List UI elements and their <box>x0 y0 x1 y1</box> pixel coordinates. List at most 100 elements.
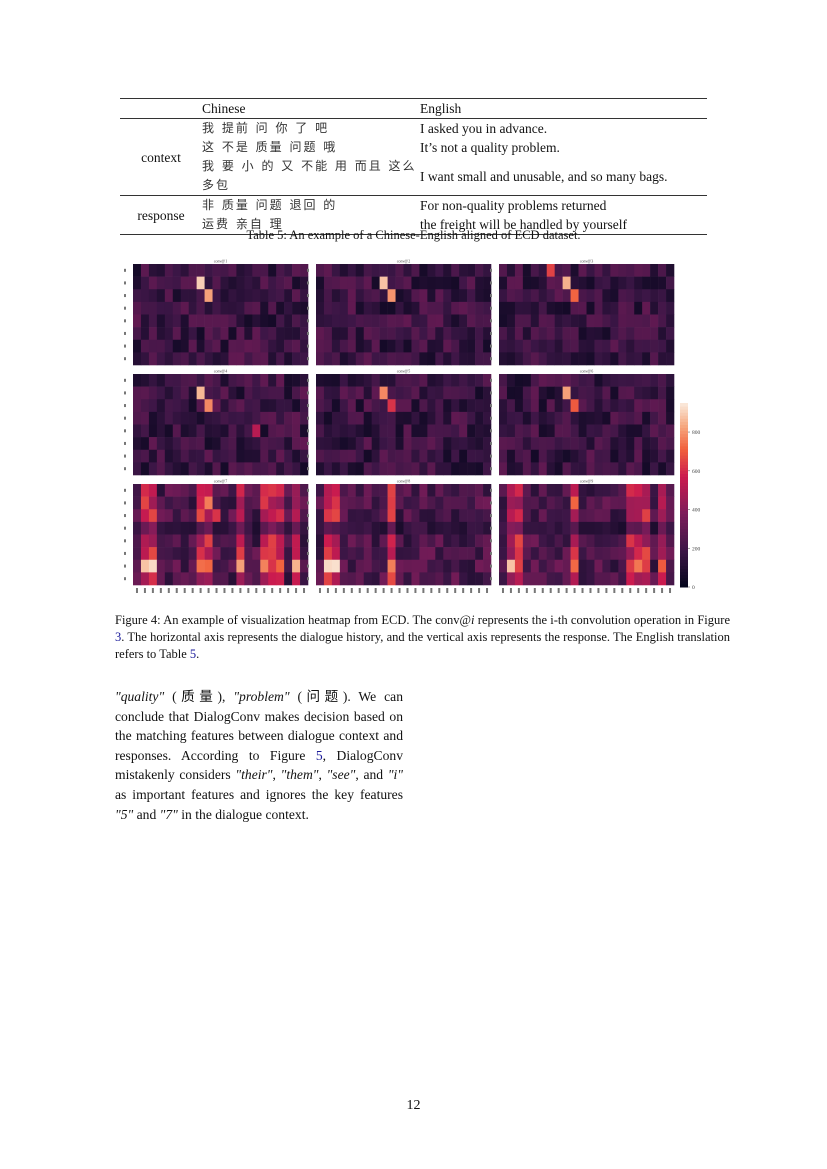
heatmap-cell <box>292 559 301 573</box>
heatmap-cell <box>570 327 579 341</box>
heatmap-cell <box>164 301 174 315</box>
heatmap-cell <box>316 301 325 315</box>
heatmap-cell <box>228 399 237 413</box>
heatmap-cell <box>228 509 237 523</box>
heatmap-cell <box>355 314 365 328</box>
heatmap-cell <box>379 352 388 366</box>
heatmap-cell <box>427 496 436 510</box>
col-tick-label <box>422 588 425 593</box>
heatmap-cell <box>443 352 452 366</box>
heatmap-cell <box>196 437 205 451</box>
heatmap-cell <box>642 411 651 425</box>
heatmap-cell <box>339 496 349 510</box>
heatmap-cell <box>522 327 532 341</box>
heatmap-cell <box>363 559 372 573</box>
q: "their" <box>235 767 273 783</box>
heatmap-cell <box>300 437 309 451</box>
heatmap-cell <box>610 484 619 497</box>
heatmap-cell <box>220 327 229 341</box>
heatmap-cell <box>514 327 524 341</box>
heatmap-cell <box>156 572 166 586</box>
colorbar-segment <box>680 580 688 585</box>
heatmap-cell <box>164 547 174 561</box>
colorbar-segment <box>680 577 688 582</box>
heatmap-cell <box>459 534 468 548</box>
row-tick-label <box>124 378 126 382</box>
heatmap-cell <box>260 484 269 497</box>
heatmap-cell <box>658 424 667 438</box>
heatmap-cell <box>339 289 349 303</box>
heatmap-cell <box>164 352 174 366</box>
heatmap-cell <box>634 339 643 353</box>
heatmap-cell <box>180 399 189 413</box>
colorbar-segment <box>680 476 688 481</box>
col-tick-label <box>501 588 504 593</box>
heatmap-cell <box>578 534 587 548</box>
colorbar-segment <box>680 403 688 407</box>
row-tick-label <box>490 391 492 395</box>
heatmap-cell <box>347 462 357 476</box>
heatmap-cell <box>371 289 380 303</box>
heatmap-cell <box>371 327 380 341</box>
heatmap-cell <box>172 437 182 451</box>
heatmap-cell <box>578 289 587 303</box>
row-label-response: response <box>137 207 185 223</box>
heatmap-cell <box>363 496 372 510</box>
heatmap-cell <box>133 301 142 315</box>
heatmap-cell <box>355 509 365 523</box>
figure-ref-link[interactable]: 3 <box>115 630 122 644</box>
heatmap-cell <box>522 462 532 476</box>
heatmap-cell <box>244 547 253 561</box>
heatmap-cell <box>634 484 643 497</box>
colorbar-segment <box>680 461 688 465</box>
heatmap-cell <box>586 374 595 387</box>
heatmap-cell <box>339 386 349 400</box>
heatmap-cell <box>339 339 349 353</box>
colorbar-segment <box>680 510 688 514</box>
heatmap-cell <box>140 484 150 497</box>
heatmap-cell <box>610 399 619 413</box>
heatmap-cell <box>300 521 309 535</box>
figure-ref-link[interactable]: 5 <box>315 747 323 763</box>
heatmap-cell <box>610 462 619 476</box>
heatmap-cell <box>204 352 213 366</box>
heatmap-cell <box>427 352 436 366</box>
heatmap-cell <box>196 411 205 425</box>
figure-caption: Figure 4: An example of visualization he… <box>115 612 730 663</box>
heatmap-cell <box>419 462 428 476</box>
heatmap-cell <box>594 496 603 510</box>
heatmap-cell <box>244 264 253 277</box>
heatmap-cell <box>451 572 460 586</box>
heatmap-cell <box>180 301 189 315</box>
heatmap-cell <box>268 386 277 400</box>
table-ref-link[interactable]: 5 <box>189 647 197 661</box>
heatmap-cell <box>268 547 277 561</box>
heatmap-cell <box>483 534 492 548</box>
heatmap-cell <box>483 547 492 561</box>
heatmap-cell <box>475 509 484 523</box>
heatmap-cell <box>443 462 452 476</box>
heatmap-cell <box>371 462 380 476</box>
heatmap-cell <box>156 496 166 510</box>
heatmap-cell <box>459 289 468 303</box>
row-tick-label <box>490 331 492 335</box>
heatmap-cell <box>316 484 325 497</box>
heatmap-cell <box>355 534 365 548</box>
heatmap-cell <box>634 559 643 573</box>
cell-zh: 这 不是 质量 问题 哦 <box>202 140 338 154</box>
heatmap-cell <box>347 521 357 535</box>
row-tick-label <box>124 577 126 581</box>
heatmap-cell <box>260 411 269 425</box>
heatmap-cell <box>530 424 540 438</box>
heatmap-cell <box>427 411 436 425</box>
heatmap-cell <box>435 352 444 366</box>
heatmap-cell <box>594 352 603 366</box>
heatmap-cell <box>586 462 595 476</box>
heatmap-cell <box>467 534 476 548</box>
heatmap-cell <box>379 462 388 476</box>
heatmap-cell <box>475 534 484 548</box>
heatmap-cell <box>284 314 293 328</box>
t: as important features and ignores the ke… <box>115 786 403 802</box>
heatmap-cell <box>427 314 436 328</box>
row-tick-label <box>490 378 492 382</box>
